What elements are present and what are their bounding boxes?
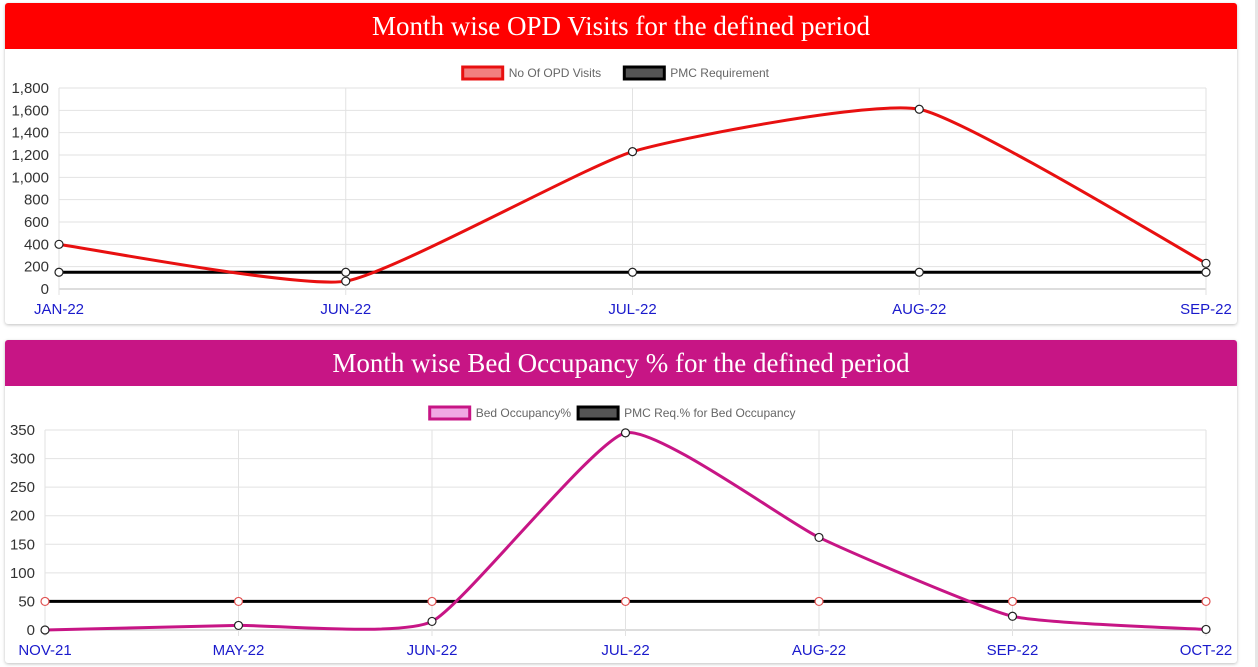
- y-tick-label: 400: [24, 236, 49, 253]
- data-point: [814, 532, 824, 543]
- data-point: [341, 276, 351, 286]
- data-point: [54, 239, 64, 249]
- data-point: [1007, 611, 1018, 621]
- data-point: [233, 620, 244, 631]
- data-point: [620, 596, 631, 607]
- y-tick-label: 200: [10, 508, 35, 525]
- data-point: [1007, 596, 1018, 607]
- y-tick-label: 1,800: [11, 80, 49, 97]
- y-tick-label: 1,200: [11, 147, 49, 164]
- x-tick-label: AUG-22: [792, 642, 846, 659]
- bed-occupancy-line-chart: 0 50 100 150 200 250 300 350 NOV-21 MAY-22 JUN-22 J…: [10, 405, 1233, 659]
- opd-line-chart: 0 200 400 600 800 1,000 1,200 1,400 1,600 1,800 JA…: [11, 65, 1232, 318]
- data-point: [627, 147, 638, 157]
- y-tick-label: 1,000: [11, 169, 49, 186]
- x-tick-label: JUL-22: [608, 301, 656, 318]
- legend-label: PMC Requirement: [670, 66, 769, 80]
- data-point: [233, 596, 244, 607]
- data-point: [1201, 624, 1211, 635]
- y-tick-label: 200: [24, 259, 49, 276]
- data-point: [627, 267, 638, 277]
- y-tick-label: 250: [10, 479, 35, 496]
- y-tick-label: 1,600: [11, 102, 49, 119]
- legend-swatch: [428, 405, 472, 421]
- x-tick-label: JUN-22: [320, 301, 371, 318]
- data-point: [54, 267, 64, 277]
- y-tick-label: 600: [24, 214, 49, 231]
- x-tick-label: JUL-22: [601, 642, 649, 659]
- data-point: [1201, 267, 1211, 277]
- data-point: [914, 267, 924, 277]
- bed-occupancy-chart-title: Month wise Bed Occupancy % for the defin…: [5, 340, 1237, 386]
- y-tick-label: 1,400: [11, 125, 49, 142]
- y-tick-label: 150: [10, 536, 35, 553]
- data-point: [40, 596, 50, 607]
- legend-label: Bed Occupancy%: [476, 406, 572, 420]
- x-tick-label: NOV-21: [18, 642, 71, 659]
- y-tick-label: 0: [41, 281, 49, 298]
- x-tick-label: SEP-22: [1180, 301, 1232, 318]
- data-point: [40, 625, 50, 635]
- x-tick-label: AUG-22: [892, 301, 946, 318]
- x-tick-label: JUN-22: [407, 642, 458, 659]
- data-point: [1201, 596, 1211, 607]
- x-tick-label: OCT-22: [1180, 642, 1233, 659]
- data-point: [914, 104, 924, 114]
- legend-swatch: [461, 65, 505, 81]
- bed-occupancy-chart-panel: Month wise Bed Occupancy % for the defin…: [5, 340, 1237, 663]
- legend-swatch: [622, 65, 666, 81]
- opd-chart-panel: Month wise OPD Visits for the defined pe…: [5, 3, 1237, 324]
- x-tick-label: MAY-22: [213, 642, 265, 659]
- x-tick-label: SEP-22: [987, 642, 1039, 659]
- data-point: [620, 428, 631, 438]
- legend-label: PMC Req.% for Bed Occupancy: [624, 406, 795, 420]
- data-point: [427, 596, 437, 607]
- data-point: [427, 616, 437, 627]
- data-point: [814, 596, 824, 607]
- page-right-edge: [1255, 0, 1258, 667]
- y-tick-label: 300: [10, 451, 35, 468]
- y-tick-label: 350: [10, 422, 35, 439]
- opd-chart-title: Month wise OPD Visits for the defined pe…: [5, 3, 1237, 49]
- data-point: [341, 267, 351, 277]
- y-tick-label: 0: [27, 622, 35, 639]
- y-tick-label: 50: [18, 593, 35, 610]
- y-tick-label: 800: [24, 192, 49, 209]
- data-point: [1201, 258, 1211, 268]
- legend-swatch: [576, 405, 620, 421]
- x-tick-label: JAN-22: [34, 301, 84, 318]
- legend-label: No Of OPD Visits: [509, 66, 601, 80]
- y-tick-label: 100: [10, 565, 35, 582]
